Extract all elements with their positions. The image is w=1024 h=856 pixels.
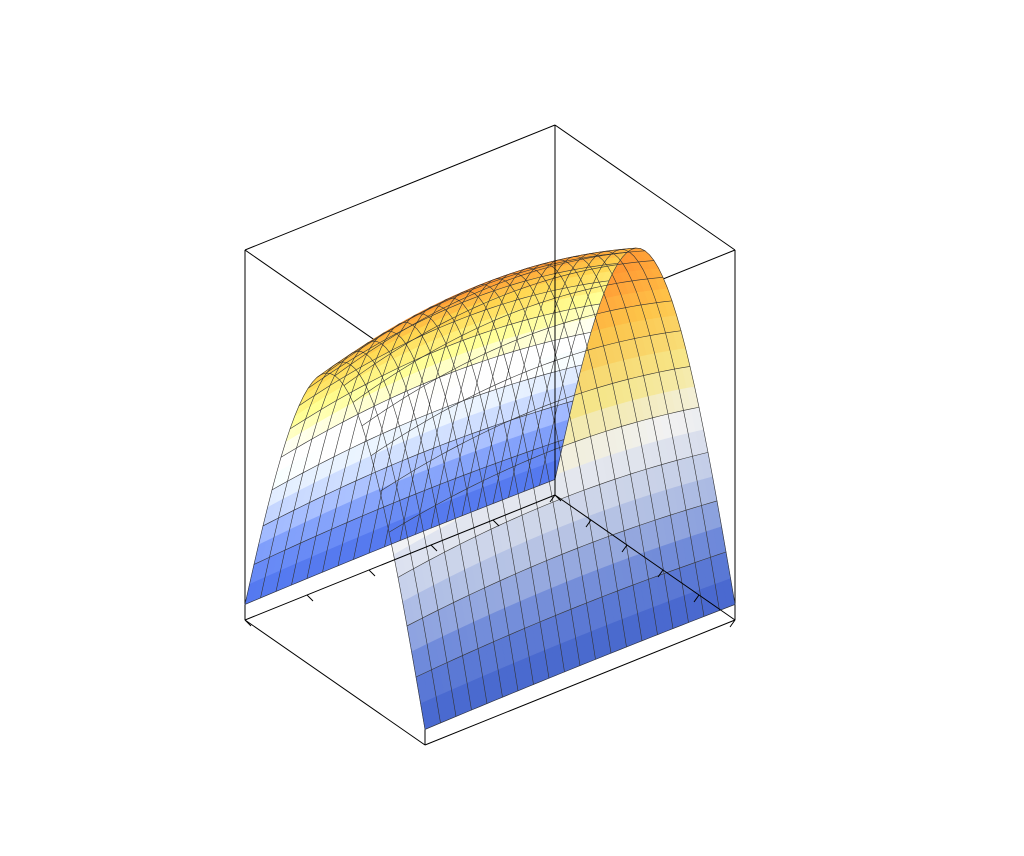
- surface-mesh: [245, 248, 735, 729]
- surface-plot-3d: [0, 0, 1024, 856]
